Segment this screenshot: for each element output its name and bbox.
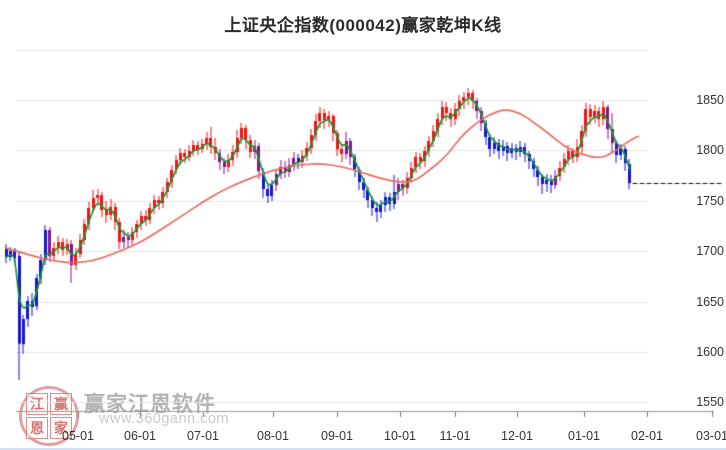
x-tick-label: 06-01 xyxy=(124,429,156,443)
x-tick-label: 02-01 xyxy=(631,429,663,443)
y-tick-label: 1700 xyxy=(696,244,724,259)
x-tick-label: 01-01 xyxy=(568,429,600,443)
x-tick-label: 07-01 xyxy=(187,429,219,443)
x-tick-label: 12-01 xyxy=(501,429,533,443)
y-tick-label: 1600 xyxy=(696,345,724,359)
x-tick-label: 05-01 xyxy=(62,429,94,443)
bottom-border xyxy=(0,448,726,450)
y-tick-label: 1800 xyxy=(696,143,724,158)
y-tick-label: 1650 xyxy=(696,294,724,309)
x-tick-label: 03-01 xyxy=(696,429,726,443)
x-tick-label: 09-01 xyxy=(321,429,353,443)
x-tick-label: 11-01 xyxy=(439,429,471,443)
x-tick-label: 08-01 xyxy=(257,429,289,443)
x-tick-label: 10-01 xyxy=(384,429,416,443)
y-tick-label: 1750 xyxy=(696,193,724,208)
y-tick-label: 1550 xyxy=(696,395,724,410)
y-tick-label: 1850 xyxy=(696,93,724,107)
